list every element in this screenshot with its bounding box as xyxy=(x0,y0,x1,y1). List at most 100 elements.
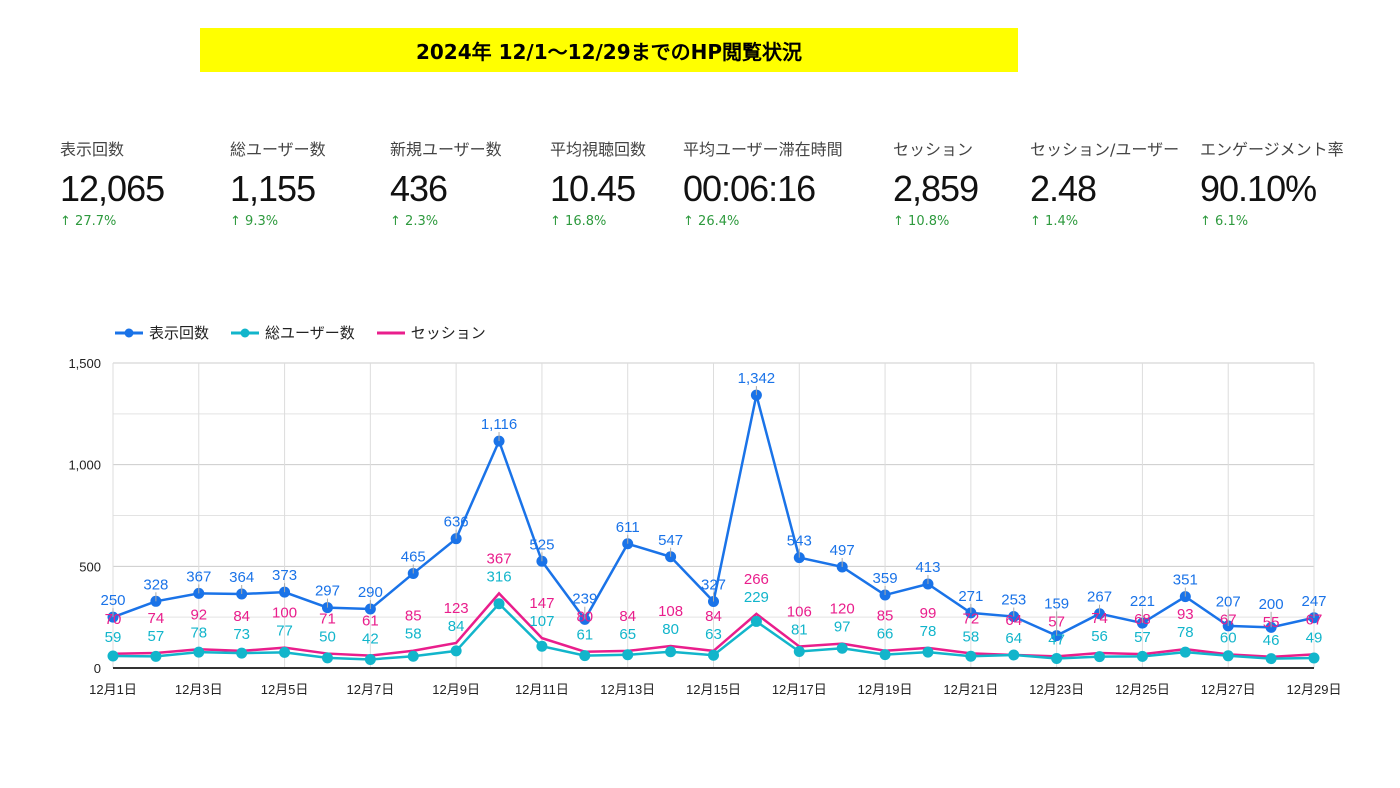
data-label: 67 xyxy=(1306,611,1323,628)
arrow-up-icon: ↑ xyxy=(1030,214,1041,229)
legend-label: セッション xyxy=(410,324,486,342)
data-label: 1,116 xyxy=(481,416,517,433)
data-label: 159 xyxy=(1044,595,1069,612)
kpi-value: 12,065 xyxy=(60,168,165,209)
data-label: 64 xyxy=(1005,612,1022,629)
data-label: 290 xyxy=(358,584,383,601)
kpi-delta: 27.7% xyxy=(75,214,117,229)
data-label: 74 xyxy=(148,610,165,627)
data-label: 120 xyxy=(830,601,855,618)
data-label: 72 xyxy=(963,610,980,627)
data-point xyxy=(1179,646,1191,658)
data-point xyxy=(321,652,333,664)
data-label: 373 xyxy=(272,567,297,584)
data-point xyxy=(879,649,891,661)
data-label: 68 xyxy=(1134,611,1151,628)
data-label: 84 xyxy=(705,608,722,625)
data-label: 81 xyxy=(791,621,808,638)
data-label: 100 xyxy=(272,605,297,622)
data-label: 221 xyxy=(1130,593,1155,610)
x-tick-label: 12月17日 xyxy=(772,682,827,697)
data-label: 266 xyxy=(744,571,769,588)
data-label: 99 xyxy=(920,605,937,622)
y-tick-label: 1,000 xyxy=(68,458,101,473)
data-label: 63 xyxy=(705,626,722,643)
data-label: 77 xyxy=(276,623,293,640)
data-label: 271 xyxy=(958,588,983,605)
kpi-label: 新規ユーザー数 xyxy=(390,140,502,159)
y-tick-label: 0 xyxy=(94,661,101,676)
kpi-label: セッション xyxy=(893,140,974,159)
data-label: 57 xyxy=(148,628,165,645)
legend-marker-icon xyxy=(231,328,260,337)
kpi-label: 総ユーザー数 xyxy=(230,140,326,159)
x-tick-label: 12月25日 xyxy=(1115,682,1170,697)
data-label: 328 xyxy=(143,576,168,593)
data-label: 543 xyxy=(787,533,812,550)
arrow-up-icon: ↑ xyxy=(1200,214,1211,229)
data-label: 65 xyxy=(619,626,636,643)
data-point xyxy=(1094,651,1106,663)
legend-marker-icon xyxy=(115,328,143,337)
data-label: 57 xyxy=(1048,613,1065,630)
data-label: 364 xyxy=(229,569,254,586)
data-label: 207 xyxy=(1216,593,1241,610)
data-label: 229 xyxy=(744,589,769,606)
data-point xyxy=(836,642,848,654)
data-point xyxy=(1008,649,1020,661)
kpi-delta: 16.8% xyxy=(565,214,607,229)
y-tick-label: 500 xyxy=(79,559,101,574)
kpi-value: 436 xyxy=(390,168,448,209)
data-label: 92 xyxy=(190,606,207,623)
x-tick-label: 12月19日 xyxy=(858,682,913,697)
data-point xyxy=(622,649,634,661)
kpi-card: エンゲージメント率 90.10% ↑ 6.1% xyxy=(1200,136,1344,229)
data-label: 74 xyxy=(1091,610,1108,627)
data-label: 80 xyxy=(662,621,679,638)
legend-item: セッション xyxy=(376,322,486,343)
page-title: 2024年 12/1〜12/29までのHP閲覧状況 xyxy=(200,28,1018,72)
data-label: 57 xyxy=(1134,629,1151,646)
x-tick-label: 12月1日 xyxy=(89,682,137,697)
data-label: 1,342 xyxy=(738,370,776,387)
kpi-value: 90.10% xyxy=(1200,168,1317,209)
data-label: 70 xyxy=(105,611,122,628)
kpi-delta: 1.4% xyxy=(1045,214,1079,229)
kpi-card: 新規ユーザー数 436 ↑ 2.3% xyxy=(390,136,502,229)
data-point xyxy=(1265,653,1277,665)
arrow-up-icon: ↑ xyxy=(230,214,241,229)
kpi-card: セッション 2,859 ↑ 10.8% xyxy=(893,136,979,229)
data-label: 58 xyxy=(963,628,980,645)
arrow-up-icon: ↑ xyxy=(893,214,904,229)
data-label: 49 xyxy=(1306,629,1323,646)
data-point xyxy=(107,650,119,662)
data-label: 85 xyxy=(877,608,894,625)
data-label: 61 xyxy=(576,627,593,644)
data-label: 67 xyxy=(1220,611,1237,628)
arrow-up-icon: ↑ xyxy=(390,214,401,229)
data-label: 61 xyxy=(362,613,379,630)
x-tick-label: 12月9日 xyxy=(432,682,480,697)
data-label: 84 xyxy=(619,608,636,625)
arrow-up-icon: ↑ xyxy=(550,214,561,229)
data-label: 525 xyxy=(529,536,554,553)
x-tick-label: 12月15日 xyxy=(686,682,741,697)
x-tick-label: 12月23日 xyxy=(1029,682,1084,697)
data-label: 64 xyxy=(1005,630,1022,647)
data-point xyxy=(922,646,934,658)
data-label: 351 xyxy=(1173,572,1198,589)
legend-marker-icon xyxy=(376,331,405,334)
kpi-card: 平均ユーザー滞在時間 00:06:16 ↑ 26.4% xyxy=(683,136,843,229)
data-label: 59 xyxy=(105,629,122,646)
legend-label: 表示回数 xyxy=(149,324,210,342)
data-label: 327 xyxy=(701,577,726,594)
data-label: 611 xyxy=(616,519,640,536)
data-point xyxy=(150,650,162,662)
data-point xyxy=(1136,650,1148,662)
data-point xyxy=(536,640,548,652)
kpi-label: 表示回数 xyxy=(60,140,125,159)
data-label: 107 xyxy=(529,613,554,630)
data-label: 58 xyxy=(405,626,422,643)
data-label: 55 xyxy=(1263,614,1280,631)
data-point xyxy=(665,646,677,658)
